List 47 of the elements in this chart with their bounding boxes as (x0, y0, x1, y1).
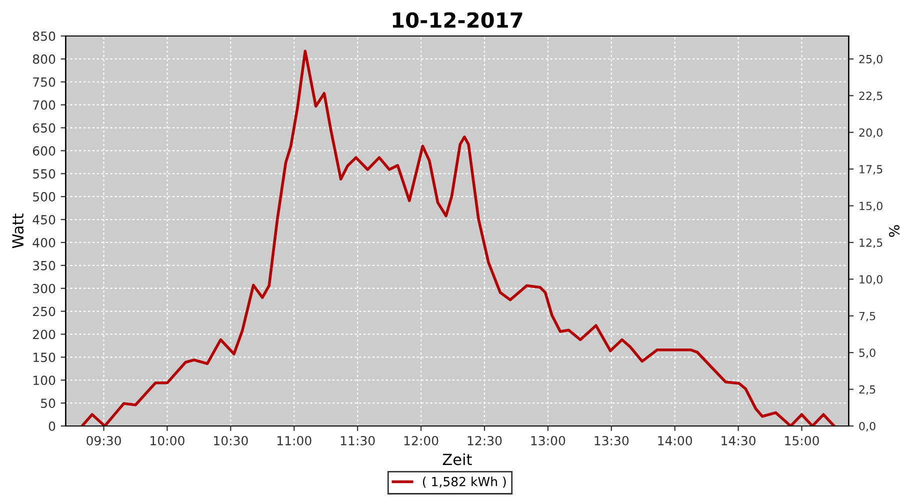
y-tick-label: 650 (32, 123, 56, 133)
y-tick-label: 750 (33, 77, 56, 87)
x-tick-label: 13:00 (531, 436, 566, 446)
legend-label: ( 1,582 kWh ) (422, 476, 506, 488)
chart-title: 10-12-2017 (392, 12, 522, 28)
y-tick-label: 550 (33, 169, 56, 179)
y2-tick-label: 7,5 (859, 312, 876, 322)
y-tick-label: 250 (33, 306, 56, 316)
x-tick-label: 09:30 (86, 436, 121, 446)
y2-tick-label: 25,0 (859, 54, 882, 64)
y-tick-label: 600 (32, 146, 56, 156)
y-tick-label: 850 (32, 31, 56, 41)
line-series (80, 50, 836, 426)
y-tick-label: 800 (32, 54, 56, 64)
y2-tick-label: 10,0 (860, 275, 882, 285)
y-tick-label: 50 (41, 398, 56, 408)
x-tick-label: 14:30 (722, 436, 756, 446)
x-axis-title: Zeit (442, 453, 472, 466)
y-tick-label: 100 (33, 376, 56, 386)
y-axis-title: Watt (12, 214, 24, 248)
x-tick-label: 10:00 (150, 436, 184, 446)
x-tick-label: 12:30 (468, 436, 502, 446)
y-tick-label: 0 (48, 421, 56, 431)
y-tick-label: 350 (33, 260, 56, 270)
y2-tick-label: 12,5 (860, 238, 882, 248)
x-tick-label: 11:30 (340, 436, 375, 446)
y-tick-label: 500 (33, 192, 56, 202)
x-tick-label: 13:30 (594, 436, 629, 446)
x-tick-label: 11:00 (277, 436, 312, 446)
y-tick-label: 300 (33, 284, 56, 294)
x-tick-label: 14:00 (658, 436, 692, 446)
y2-tick-label: 20,0 (859, 128, 882, 138)
y2-tick-label: 22,5 (859, 92, 882, 102)
y2-tick-label: 5,0 (859, 348, 876, 358)
x-tick-label: 15:00 (785, 436, 819, 446)
x-tick-label: 12:00 (404, 436, 438, 446)
y2-tick-label: 0,0 (859, 422, 876, 432)
y-tick-label: 700 (33, 100, 56, 110)
y2-tick-label: 2,5 (859, 385, 876, 395)
y-tick-label: 400 (32, 238, 56, 248)
y-tick-label: 150 (33, 352, 56, 362)
y-tick-label: 450 (32, 215, 56, 224)
y2-tick-label: 17,5 (860, 165, 882, 175)
x-tick-label: 10:30 (214, 436, 248, 446)
y2-tick-label: 15,0 (860, 202, 882, 212)
y2-axis-title: % (888, 225, 900, 237)
y-tick-label: 200 (33, 330, 56, 340)
